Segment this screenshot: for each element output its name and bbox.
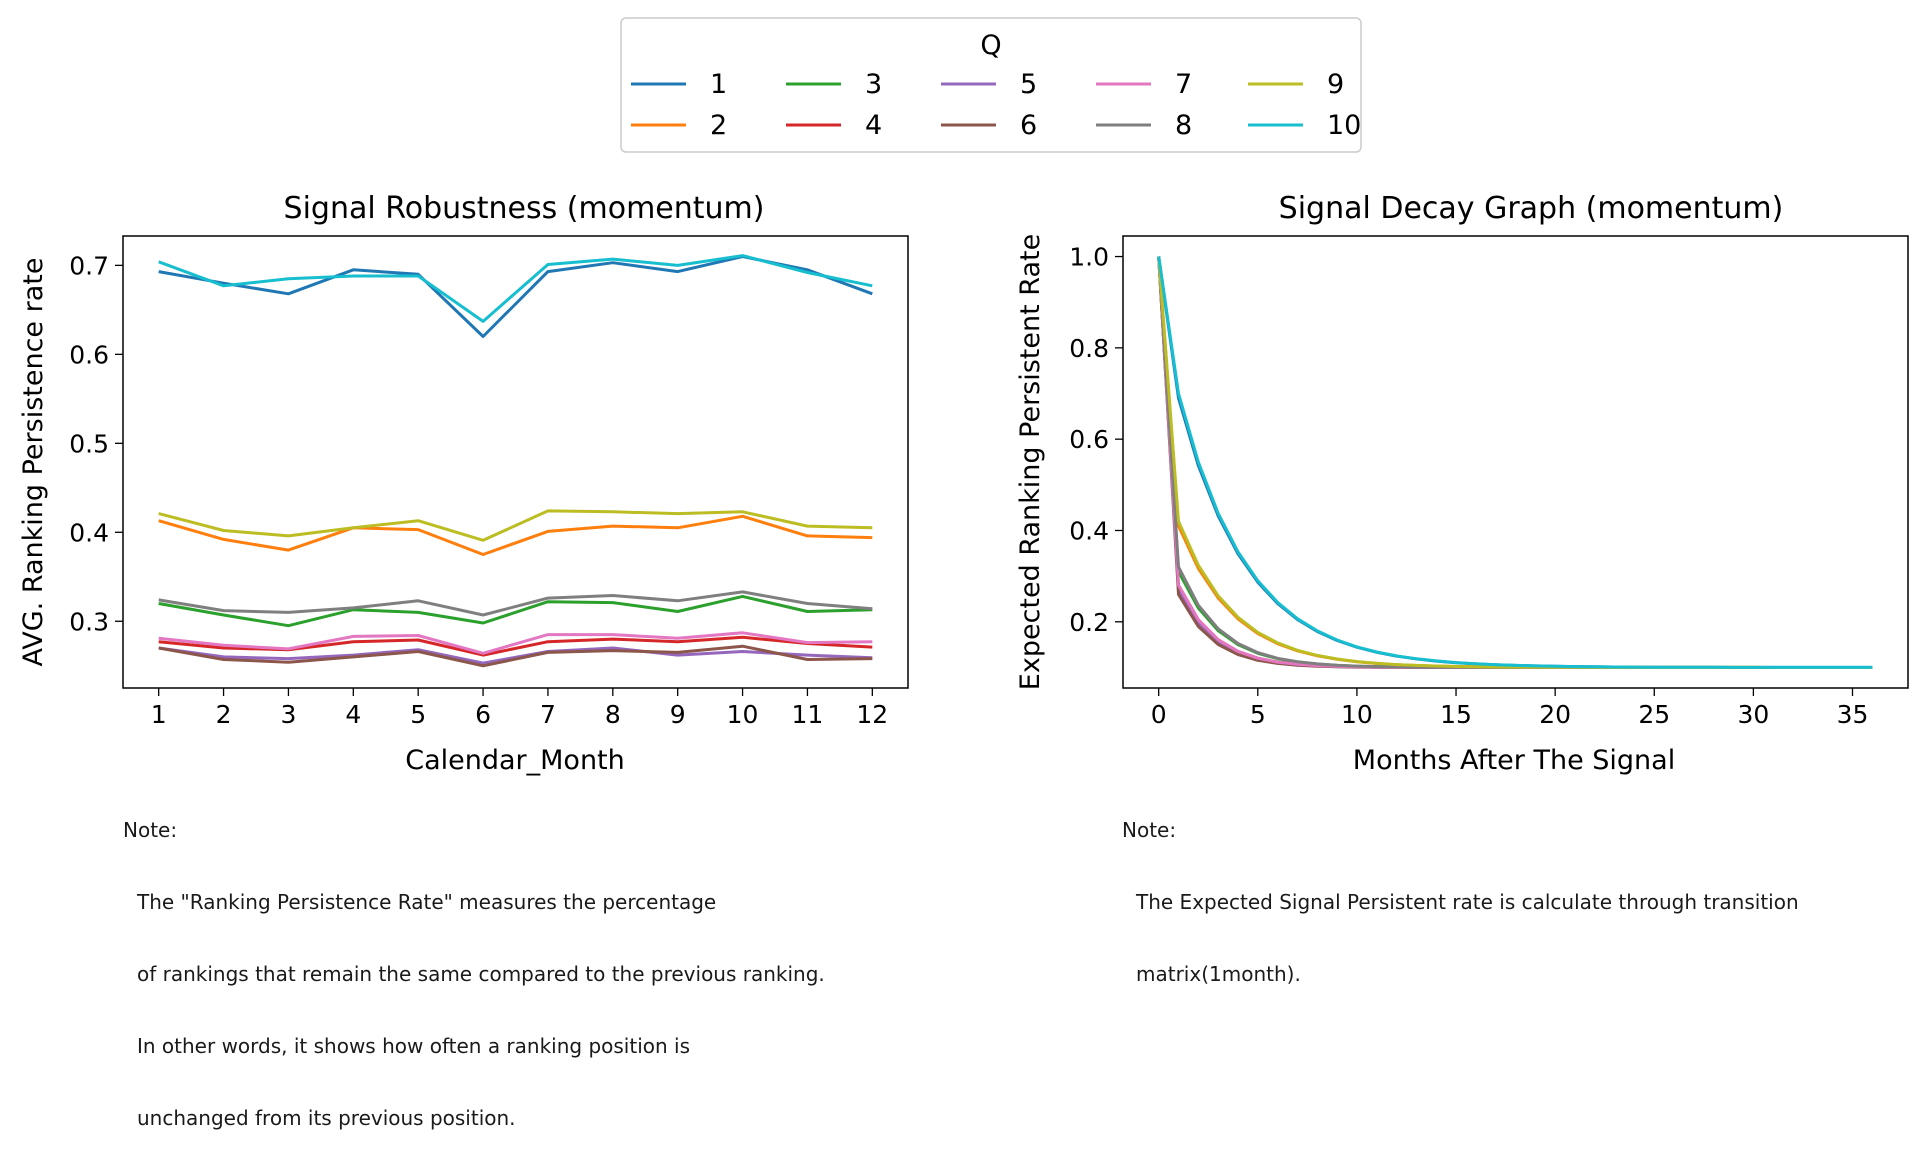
robustness-chart: Signal Robustness (momentum) 1 2 3 4 5 6 7 8 9 10… (18, 191, 909, 776)
robustness-series-10 (158, 254, 873, 323)
robustness-xtick-label: 6 (475, 700, 491, 729)
robustness-ticks: 1 2 3 4 5 6 7 8 9 10 11 120.30.40.50.60.7 (69, 251, 888, 729)
legend-label-6: 6 (1020, 110, 1037, 141)
robustness-series-6 (158, 644, 873, 668)
decay-series-4 (1157, 256, 1873, 669)
legend-label-10: 10 (1327, 110, 1361, 141)
robustness-xtick-label: 5 (410, 700, 426, 729)
note-line: matrix(1month). (1136, 962, 1301, 986)
note-line: unchanged from its previous position. (137, 1106, 516, 1130)
decay-xlabel: Months After The Signal (1353, 745, 1675, 776)
robustness-series-9 (158, 509, 873, 542)
robustness-ytick-label: 0.6 (69, 340, 109, 369)
legend: Q 1 2 3 4 5 6 7 8 9 10 (620, 17, 1362, 153)
note-line: The Expected Signal Persistent rate is c… (1136, 890, 1799, 914)
legend-label-2: 2 (710, 110, 727, 141)
robustness-xtick-label: 4 (345, 700, 361, 729)
note-line: of rankings that remain the same compare… (137, 962, 825, 986)
decay-xtick-label: 20 (1539, 700, 1571, 729)
robustness-series-5 (158, 646, 873, 665)
robustness-xtick-label: 9 (670, 700, 686, 729)
decay-series-1 (1157, 256, 1873, 669)
robustness-series-1 (158, 255, 873, 338)
robustness-xtick-label: 3 (280, 700, 296, 729)
robustness-series-3 (158, 594, 873, 628)
robustness-xtick-label: 10 (727, 700, 759, 729)
decay-xtick-label: 15 (1440, 700, 1472, 729)
decay-ylabel: Expected Ranking Persistent Rate (1015, 234, 1046, 690)
decay-ytick-label: 0.6 (1069, 425, 1109, 454)
decay-series-8 (1157, 256, 1873, 669)
decay-lines (1157, 256, 1873, 669)
decay-series-6 (1157, 256, 1873, 669)
legend-label-7: 7 (1175, 69, 1192, 100)
decay-ytick-label: 0.4 (1069, 516, 1109, 545)
note-line: In other words, it shows how often a ran… (137, 1034, 691, 1058)
robustness-xtick-label: 8 (605, 700, 621, 729)
robustness-xtick-label: 2 (216, 700, 232, 729)
robustness-xtick-label: 12 (856, 700, 888, 729)
robustness-series-8 (158, 590, 873, 617)
decay-ytick-label: 0.8 (1069, 334, 1109, 363)
decay-series-10 (1157, 256, 1873, 669)
decay-title: Signal Decay Graph (momentum) (1279, 191, 1784, 226)
decay-series-5 (1157, 256, 1873, 669)
decay-plot-frame (1122, 235, 1909, 689)
robustness-series-2 (158, 514, 873, 556)
decay-xtick-label: 35 (1837, 700, 1869, 729)
decay-ytick-label: 0.2 (1069, 608, 1109, 637)
decay-series-3 (1157, 256, 1873, 669)
decay-chart: Signal Decay Graph (momentum) 0 5 10 15 20 25… (1015, 191, 1909, 776)
legend-entries: 1 2 3 4 5 6 7 8 9 10 (631, 69, 1361, 141)
robustness-xtick-label: 1 (151, 700, 167, 729)
robustness-note: Note: The "Ranking Persistence Rate" mea… (123, 770, 825, 1154)
decay-note: Note: The Expected Signal Persistent rat… (1122, 770, 1799, 1010)
legend-label-9: 9 (1327, 69, 1344, 100)
robustness-ytick-label: 0.5 (69, 429, 109, 458)
note-head: Note: (123, 818, 178, 842)
robustness-xtick-label: 11 (792, 700, 824, 729)
legend-label-8: 8 (1175, 110, 1192, 141)
robustness-title: Signal Robustness (momentum) (284, 191, 765, 226)
note-line: The "Ranking Persistence Rate" measures … (137, 890, 717, 914)
robustness-xtick-label: 7 (540, 700, 556, 729)
legend-title: Q (980, 30, 1001, 61)
robustness-lines (158, 254, 873, 668)
decay-ticks: 0 5 10 15 20 25 30 35 0.2 0.4 0.6 0.8 1.0 (1069, 243, 1868, 729)
decay-xtick-label: 5 (1250, 700, 1266, 729)
decay-series-7 (1157, 256, 1873, 669)
robustness-plot-frame (122, 235, 909, 689)
decay-series-2 (1157, 256, 1873, 669)
legend-label-3: 3 (865, 69, 882, 100)
robustness-ytick-label: 0.4 (69, 518, 109, 547)
legend-label-1: 1 (710, 69, 727, 100)
decay-xtick-label: 30 (1737, 700, 1769, 729)
robustness-ylabel: AVG. Ranking Persistence rate (18, 258, 49, 667)
legend-label-5: 5 (1020, 69, 1037, 100)
decay-xtick-label: 25 (1638, 700, 1670, 729)
robustness-ytick-label: 0.7 (69, 251, 109, 280)
legend-label-4: 4 (865, 110, 882, 141)
decay-series-9 (1157, 256, 1873, 669)
note-head: Note: (1122, 818, 1177, 842)
robustness-xlabel: Calendar_Month (405, 745, 625, 776)
decay-xtick-label: 10 (1341, 700, 1373, 729)
robustness-ytick-label: 0.3 (69, 607, 109, 636)
decay-xtick-label: 0 (1151, 700, 1167, 729)
robustness-series-7 (158, 631, 873, 655)
decay-ytick-label: 1.0 (1069, 243, 1109, 272)
